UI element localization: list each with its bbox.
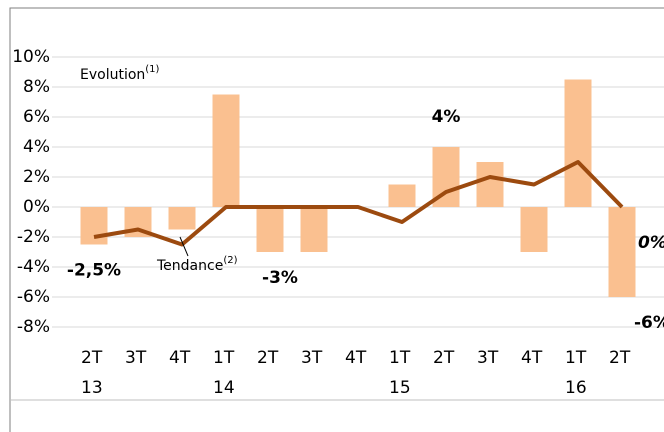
x-tick-label: 2T 13	[81, 348, 103, 398]
value-label: -2,5%	[67, 261, 121, 281]
value-label: 0%	[638, 233, 664, 253]
x-tick-label: 4T	[521, 348, 543, 368]
bar	[388, 184, 416, 207]
y-tick-label: 2%	[23, 167, 50, 187]
trend-line	[93, 160, 624, 247]
bar	[520, 207, 548, 252]
x-tick-label: 1T 16	[565, 348, 587, 398]
frame	[9, 7, 664, 432]
value-label: -6%	[634, 313, 664, 333]
x-tick-label: 2T	[433, 348, 455, 368]
y-tick-label: -4%	[17, 257, 50, 277]
y-tick-label: 8%	[23, 77, 50, 97]
y-tick-label: 0%	[23, 197, 50, 217]
x-tick-label: 2T	[609, 348, 631, 368]
bar	[564, 79, 592, 207]
leader-line	[179, 236, 189, 257]
bar	[168, 207, 196, 230]
series-label-sup: (2)	[223, 255, 237, 266]
y-tick-label: 10%	[12, 47, 50, 67]
x-tick-label: 1T 14	[213, 348, 235, 398]
x-tick-label: 3T	[125, 348, 147, 368]
value-label: -3%	[262, 268, 298, 288]
bar	[212, 94, 240, 207]
value-label: 4%	[432, 107, 461, 127]
series-label: Tendance(2)	[156, 255, 238, 274]
bar	[300, 207, 328, 252]
bar	[256, 207, 284, 252]
bar	[476, 162, 504, 207]
x-tick-label: 2T	[257, 348, 279, 368]
x-tick-label: 3T	[477, 348, 499, 368]
x-tick-label: 1T 15	[389, 348, 411, 398]
bar	[608, 207, 636, 297]
series-label-sup: (1)	[145, 64, 159, 75]
x-tick-label: 4T	[169, 348, 191, 368]
y-tick-label: -8%	[17, 317, 50, 337]
x-tick-label: 4T	[345, 348, 367, 368]
y-tick-label: -6%	[17, 287, 50, 307]
bar	[80, 207, 108, 245]
y-tick-label: -2%	[17, 227, 50, 247]
y-tick-label: 6%	[23, 107, 50, 127]
y-tick-label: 4%	[23, 137, 50, 157]
x-tick-label: 3T	[301, 348, 323, 368]
series-label: Evolution(1)	[80, 64, 160, 83]
